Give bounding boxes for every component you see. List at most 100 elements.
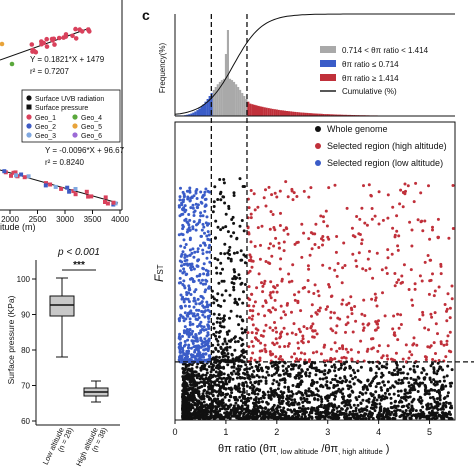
scatter-point	[307, 374, 311, 378]
scatter-point	[183, 256, 187, 259]
scatter-point	[271, 290, 275, 294]
scatter-point	[441, 368, 444, 372]
scatter-point	[276, 404, 280, 408]
scatter-point	[361, 392, 365, 396]
scatter-point	[346, 321, 350, 325]
scatter-point	[300, 391, 304, 395]
histogram-bar	[281, 110, 284, 116]
histogram-bar	[186, 114, 189, 116]
scatter-point	[392, 314, 396, 318]
scatter-point	[373, 409, 377, 413]
scatter-point	[194, 339, 197, 343]
scatter-point	[219, 304, 223, 308]
histogram-bar	[283, 110, 286, 116]
scatter-point	[403, 376, 406, 380]
scatter-point	[216, 292, 220, 296]
uvb-point	[61, 35, 66, 40]
scatter-point	[207, 222, 211, 226]
scatter-point	[201, 248, 205, 252]
scatter-point	[307, 387, 311, 391]
scatter-point	[371, 360, 375, 364]
scatter-point	[340, 302, 344, 306]
scatter-point	[305, 394, 309, 398]
scatter-point	[201, 222, 205, 226]
uvb-point	[44, 36, 49, 42]
scatter-point	[226, 415, 229, 419]
scatter-point	[402, 365, 406, 369]
scatter-point	[374, 374, 378, 378]
scatter-point	[413, 282, 417, 286]
scatter-point	[333, 378, 337, 381]
scatter-point	[237, 273, 241, 277]
scatter-point	[366, 399, 369, 403]
xlabel-end: )	[383, 443, 390, 455]
histogram-bar	[347, 114, 350, 116]
scatter-point	[188, 199, 192, 203]
scatter-point	[212, 332, 216, 336]
scatter-point	[201, 282, 205, 286]
scatter-point	[227, 329, 231, 333]
legend-pressure-marker	[26, 104, 32, 110]
scatter-point	[429, 364, 433, 368]
scatter-point	[273, 414, 276, 418]
scatter-point	[421, 310, 425, 314]
scatter-point	[426, 416, 430, 420]
scatter-point	[223, 337, 227, 341]
scatter-point	[372, 406, 376, 410]
scatter-point	[212, 301, 216, 305]
uvb-point	[30, 49, 35, 54]
scatter-point	[199, 214, 203, 218]
scatter-point	[200, 353, 204, 357]
low-altitude-box	[49, 295, 75, 317]
scatter-point	[253, 358, 257, 362]
scatter-point	[324, 383, 328, 387]
scatter-point	[332, 413, 336, 417]
scatter-point	[347, 416, 351, 420]
scatter-point	[366, 323, 370, 327]
scatter-point	[389, 386, 392, 390]
scatter-point	[334, 331, 338, 335]
scatter-point	[450, 297, 454, 301]
scatter-point	[238, 395, 242, 399]
legend-geo4-marker	[72, 114, 78, 120]
scatter-point	[380, 388, 384, 392]
scatter-point	[201, 313, 205, 317]
scatter-point	[270, 416, 274, 420]
left-top-tick-label: 4000	[111, 215, 129, 224]
scatter-point	[373, 396, 376, 400]
scatter-point	[253, 405, 256, 409]
histogram-bar	[267, 108, 270, 116]
scatter-point	[273, 228, 277, 232]
scatter-point	[423, 219, 427, 223]
scatter-point	[339, 411, 343, 415]
scatter-point	[256, 339, 260, 343]
scatter-point	[201, 296, 205, 300]
scatter-point	[439, 272, 443, 276]
scatter-point	[220, 415, 224, 419]
scatter-point	[290, 331, 294, 335]
scatter-point	[297, 402, 301, 406]
scatter-point	[259, 379, 263, 383]
scatter-point	[283, 410, 287, 414]
histogram-bar	[334, 114, 337, 116]
scatter-point	[219, 190, 223, 194]
histogram-bar	[302, 112, 305, 116]
scatter-point	[426, 389, 430, 393]
scatter-point	[242, 395, 246, 399]
scatter-point	[375, 365, 379, 368]
scatter-point	[198, 417, 202, 421]
scatter-point	[322, 372, 326, 376]
scatter-point	[332, 363, 336, 367]
scatter-legend: Whole genome Selected region (high altit…	[315, 124, 447, 168]
scatter-point	[207, 354, 211, 358]
scatter-point	[189, 408, 192, 412]
scatter-point	[236, 340, 240, 343]
scatter-point	[359, 365, 363, 369]
scatter-point	[196, 390, 200, 394]
scatter-point	[319, 214, 323, 218]
scatter-point	[404, 343, 408, 347]
scatter-point	[340, 356, 344, 360]
scatter-point	[334, 250, 338, 254]
scatter-point	[216, 303, 220, 307]
scatter-point	[347, 395, 351, 398]
